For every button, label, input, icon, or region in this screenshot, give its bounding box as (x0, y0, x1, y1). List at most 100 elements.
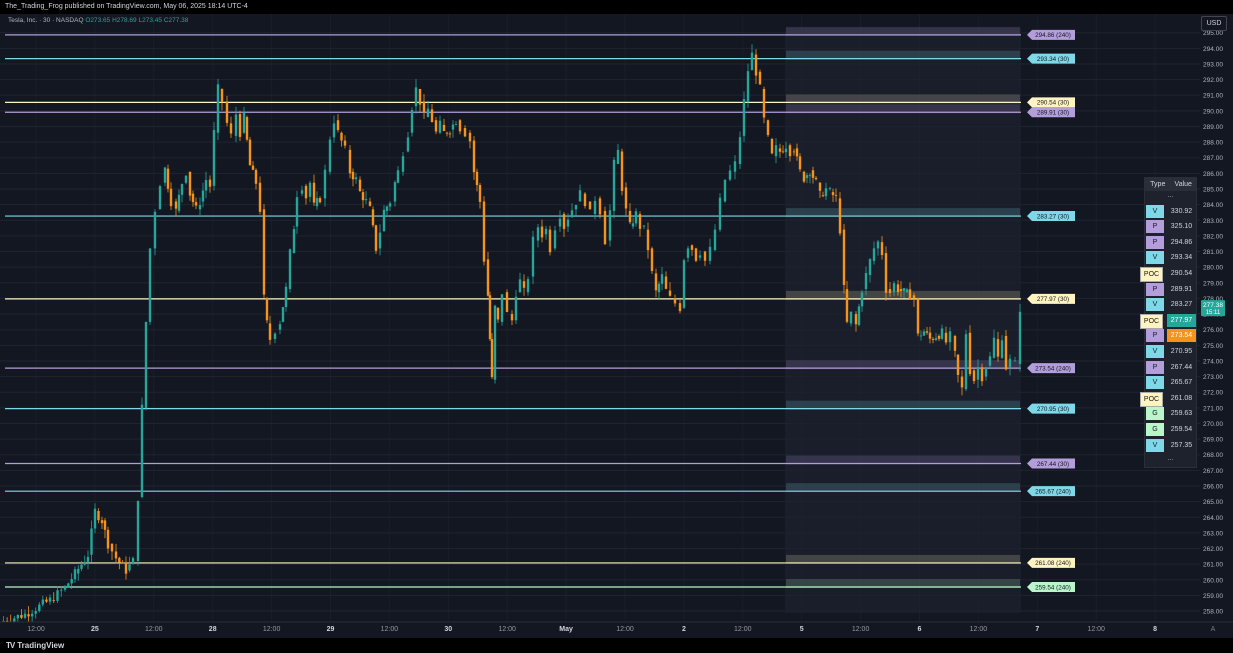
candle-body (842, 229, 846, 286)
candle-body (410, 110, 414, 133)
candle-body (486, 259, 490, 296)
time-tick-label: 8 (1153, 626, 1157, 633)
candle-body (184, 175, 188, 183)
row-value: 293.34 (1167, 251, 1196, 265)
price-tick-label: 265.00 (1203, 499, 1223, 506)
level-tag-label: 273.54 (240) (1035, 365, 1071, 372)
candle-body (934, 338, 938, 340)
candle-body (385, 206, 389, 211)
level-tag: 293.34 (30) (1027, 53, 1075, 64)
price-tick-label: 287.00 (1203, 155, 1223, 162)
candle-body (153, 211, 157, 249)
level-tag: 270.95 (30) (1027, 403, 1075, 414)
level-tag: 289.91 (30) (1027, 107, 1075, 118)
time-tick-label: 12:00 (381, 626, 399, 633)
candle-body (746, 71, 750, 102)
candle-body (148, 248, 152, 322)
axis-settings-button: A (1211, 626, 1216, 633)
candle-body (374, 225, 378, 251)
candle-body (811, 170, 815, 178)
row-value: 294.86 (1167, 235, 1196, 249)
candle-body (624, 187, 628, 209)
candle-body (713, 229, 717, 250)
candle-body (657, 283, 661, 293)
table-header: Type Value (1145, 178, 1196, 191)
table-bottom-ellipsis: ... (1167, 454, 1174, 462)
candle-body (754, 54, 758, 76)
candle-body (426, 108, 430, 118)
level-tag-label: 277.97 (30) (1037, 296, 1069, 303)
time-tick-label: 12:00 (145, 626, 163, 633)
level-tag-label: 270.95 (30) (1037, 406, 1069, 413)
candle-body (38, 604, 41, 612)
time-tick-label: 12:00 (498, 626, 516, 633)
time-tick-label: 12:00 (970, 626, 988, 633)
candle-body (872, 248, 876, 261)
candle-body (220, 88, 224, 103)
candle-body (242, 112, 246, 133)
candle-body (854, 314, 858, 325)
candle-body (1013, 360, 1017, 362)
price-tick-label: 290.00 (1203, 108, 1223, 115)
candle-body (868, 259, 872, 275)
currency-button[interactable]: USD (1201, 16, 1227, 31)
candle-body (422, 101, 426, 113)
candle-body (612, 159, 616, 211)
level-zones (786, 26, 1020, 588)
time-tick-label: 7 (1035, 626, 1039, 633)
candle-body (902, 288, 906, 291)
candle-body (603, 210, 607, 245)
candle-body (378, 232, 382, 249)
candle-body (960, 376, 964, 388)
time-axis[interactable]: 12:00 25 12:00 28 12:00 29 12:00 30 12:00 May 12:0… (0, 621, 1233, 638)
time-tick-label: 6 (918, 626, 922, 633)
candle-body (23, 613, 27, 618)
table-row: POC 277.97 (1140, 313, 1196, 329)
candle-body (838, 198, 842, 234)
candle-body (16, 614, 20, 619)
level-tag-label: 265.67 (240) (1035, 488, 1071, 495)
tradingview-logo[interactable]: TV TradingView (0, 641, 64, 650)
candle-body (13, 618, 16, 623)
candle-body (118, 557, 121, 563)
candle-body (67, 583, 70, 588)
candle-body (616, 149, 620, 164)
close-label: C (163, 17, 169, 24)
candle-body (802, 171, 806, 182)
candle-body (588, 201, 592, 210)
level-tag-bg (1027, 581, 1075, 592)
candle-body (708, 246, 712, 261)
candle-body (234, 114, 238, 136)
candle-body (536, 227, 540, 241)
candle-body (905, 289, 909, 293)
candle-body (208, 179, 212, 187)
price-chart[interactable]: 258.00 259.00 260.00 261.00 262.00 263.00 264.… (0, 14, 1233, 638)
level-tag-label: 283.27 (30) (1037, 213, 1069, 220)
level-zone (786, 483, 1020, 493)
price-tick-label: 268.00 (1203, 452, 1223, 459)
level-tag: 283.27 (30) (1027, 211, 1075, 222)
logo-text: TradingView (17, 641, 65, 650)
candle-body (52, 600, 55, 601)
table-row: P 294.86 (1145, 235, 1196, 251)
row-value: 330.92 (1167, 204, 1196, 218)
candle-body (442, 124, 446, 132)
candle-body (583, 193, 587, 207)
candle-body (20, 614, 23, 618)
candle-body (463, 128, 467, 137)
candle-body (631, 223, 635, 227)
candle-body (451, 124, 455, 130)
candle-body (41, 599, 45, 605)
candle-body (90, 528, 93, 555)
candle-body (620, 151, 624, 191)
price-tick-label: 285.00 (1203, 187, 1223, 194)
low-value: 273.45 (142, 17, 162, 24)
candle-body (229, 123, 233, 134)
price-tick-label: 279.00 (1203, 280, 1223, 287)
candle-body (814, 177, 818, 180)
candle-body (332, 123, 336, 138)
publish-bar: The_Trading_Frog published on TradingVie… (0, 0, 1233, 14)
candle-body (792, 151, 796, 153)
candle-body (750, 52, 754, 71)
candle-body (1004, 335, 1008, 370)
